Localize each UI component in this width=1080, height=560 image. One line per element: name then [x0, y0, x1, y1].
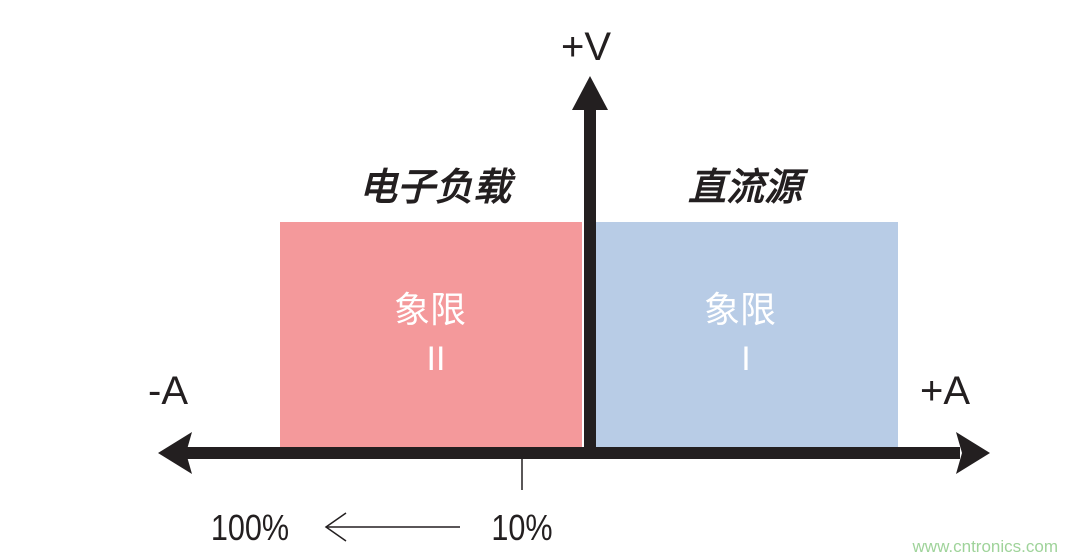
quadrant-ii-box	[280, 222, 582, 447]
right-arrowhead	[956, 432, 990, 474]
watermark: www.cntronics.com	[912, 537, 1058, 556]
horizontal-axis	[185, 447, 960, 459]
scale-from-label: 100%	[211, 509, 289, 549]
quadrant-ii-label: 象限	[394, 290, 466, 331]
quadrant-i-label: 象限	[704, 290, 776, 331]
quadrant-i-title: 直流源	[688, 165, 809, 209]
scale-to-label: 10%	[491, 509, 552, 549]
a-pos-label: +A	[920, 369, 970, 413]
a-neg-label: -A	[148, 369, 188, 413]
quadrant-ii-numeral: II	[427, 340, 446, 378]
vertical-axis	[584, 105, 596, 450]
left-arrowhead	[158, 432, 192, 474]
v-pos-label: +V	[561, 25, 611, 69]
quadrant-i-box	[596, 222, 898, 447]
vertical-axis-arrowhead	[572, 76, 608, 110]
quadrant-ii-title: 电子负载	[359, 165, 516, 209]
quadrant-i-numeral: I	[741, 340, 750, 378]
scale-arrow-head	[324, 512, 347, 542]
